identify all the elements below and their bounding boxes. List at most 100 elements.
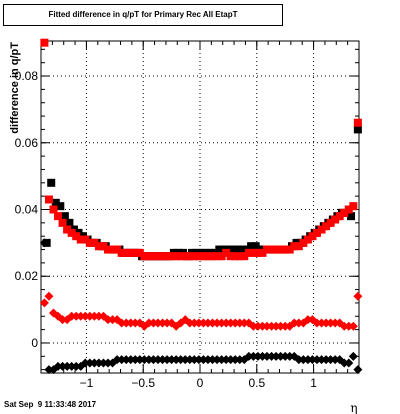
- series-2-point: [303, 235, 312, 244]
- series-2-point: [140, 252, 149, 261]
- series-2-point: [199, 252, 208, 261]
- chart-title: Fitted difference in q/pT for Primary Re…: [3, 4, 283, 26]
- series-2-point: [185, 252, 194, 261]
- series-3-point: [144, 318, 154, 328]
- series-3-point: [321, 318, 331, 328]
- series-1-point: [233, 245, 242, 254]
- series-2-point: [113, 245, 122, 254]
- series-2-point: [344, 205, 353, 214]
- series-2-point: [54, 212, 63, 221]
- series-2-point: [322, 222, 331, 231]
- timestamp: Sat Sep 9 11:33:48 2017: [4, 400, 97, 409]
- series-4-point: [126, 355, 136, 365]
- series-4-point: [212, 355, 222, 365]
- series-2-point: [117, 248, 126, 257]
- y-axis-label: difference in q/pT: [9, 42, 21, 134]
- series-2-point: [263, 245, 272, 254]
- series-1-point: [65, 218, 74, 227]
- series-1-point: [347, 212, 356, 221]
- series-3-point: [253, 321, 263, 331]
- series-1-point: [353, 125, 362, 134]
- series-3-point: [303, 315, 313, 325]
- series-3-point: [226, 318, 236, 328]
- series-4-point: [262, 351, 272, 361]
- series-4-point: [148, 355, 158, 365]
- series-2-point: [267, 245, 276, 254]
- series-3-point: [221, 318, 231, 328]
- x-tick-label: 0.5: [248, 376, 265, 390]
- series-3-point: [117, 318, 127, 328]
- series-3-point: [294, 318, 304, 328]
- series-2-point: [340, 208, 349, 217]
- series-1-point: [56, 202, 65, 211]
- series-2-point: [208, 252, 217, 261]
- series-3-point: [280, 321, 290, 331]
- series-4-point: [53, 361, 63, 371]
- series-4-point: [348, 351, 358, 361]
- series-4-point: [162, 355, 172, 365]
- series-4-point: [80, 358, 90, 368]
- series-2-point: [176, 252, 185, 261]
- series-4-point: [303, 355, 313, 365]
- series-2-point: [299, 238, 308, 247]
- series-3-point: [85, 311, 95, 321]
- series-2-point: [58, 218, 67, 227]
- series-4-point: [203, 355, 213, 365]
- series-3-point: [94, 311, 104, 321]
- series-3-point: [103, 315, 113, 325]
- series-4-point: [139, 355, 149, 365]
- series-4-point: [312, 355, 322, 365]
- series-2-point: [172, 252, 181, 261]
- series-2-point: [349, 202, 358, 211]
- series-4-point: [39, 238, 49, 248]
- series-3-point: [344, 321, 354, 331]
- series-4-point: [89, 358, 99, 368]
- series-3-point: [162, 318, 172, 328]
- series-2-point: [144, 252, 153, 261]
- series-3-point: [207, 318, 217, 328]
- series-4-point: [117, 355, 127, 365]
- series-4-point: [217, 355, 227, 365]
- series-3-point: [271, 321, 281, 331]
- series-2-point: [231, 252, 240, 261]
- series-4-point: [244, 351, 254, 361]
- series-4-point: [167, 355, 177, 365]
- series-4-point: [98, 358, 108, 368]
- series-4-point: [158, 355, 168, 365]
- series-2-point: [135, 248, 144, 257]
- series-2-point: [235, 252, 244, 261]
- series-2-point: [276, 245, 285, 254]
- series-2-point: [163, 252, 172, 261]
- series-2-point: [76, 235, 85, 244]
- series-2-point: [149, 252, 158, 261]
- series-2-point: [181, 252, 190, 261]
- series-3-point: [153, 318, 163, 328]
- x-axis-label: η: [350, 401, 357, 414]
- series-1-point: [47, 178, 56, 187]
- series-3-point: [317, 318, 327, 328]
- series-1-point: [60, 212, 69, 221]
- series-3-point: [44, 291, 54, 301]
- series-3-point: [348, 321, 358, 331]
- series-3-point: [121, 318, 131, 328]
- series-4-point: [58, 361, 68, 371]
- series-2-point: [126, 248, 135, 257]
- series-4-point: [294, 355, 304, 365]
- series-3-point: [267, 321, 277, 331]
- series-2-point: [131, 248, 140, 257]
- series-4-point: [271, 351, 281, 361]
- series-4-point: [112, 355, 122, 365]
- series-4-point: [185, 355, 195, 365]
- series-2-point: [312, 228, 321, 237]
- series-4-point: [44, 365, 54, 375]
- series-4-point: [226, 355, 236, 365]
- series-2-point: [308, 232, 317, 241]
- series-4-point: [180, 355, 190, 365]
- series-2-point: [213, 252, 222, 261]
- series-4-point: [121, 355, 131, 365]
- series-3-point: [158, 318, 168, 328]
- series-3-point: [194, 318, 204, 328]
- series-3-point: [212, 318, 222, 328]
- axes: −1 −0.5 0 0.5 1 0 0.02 0.04 0.06 0.08: [15, 41, 360, 390]
